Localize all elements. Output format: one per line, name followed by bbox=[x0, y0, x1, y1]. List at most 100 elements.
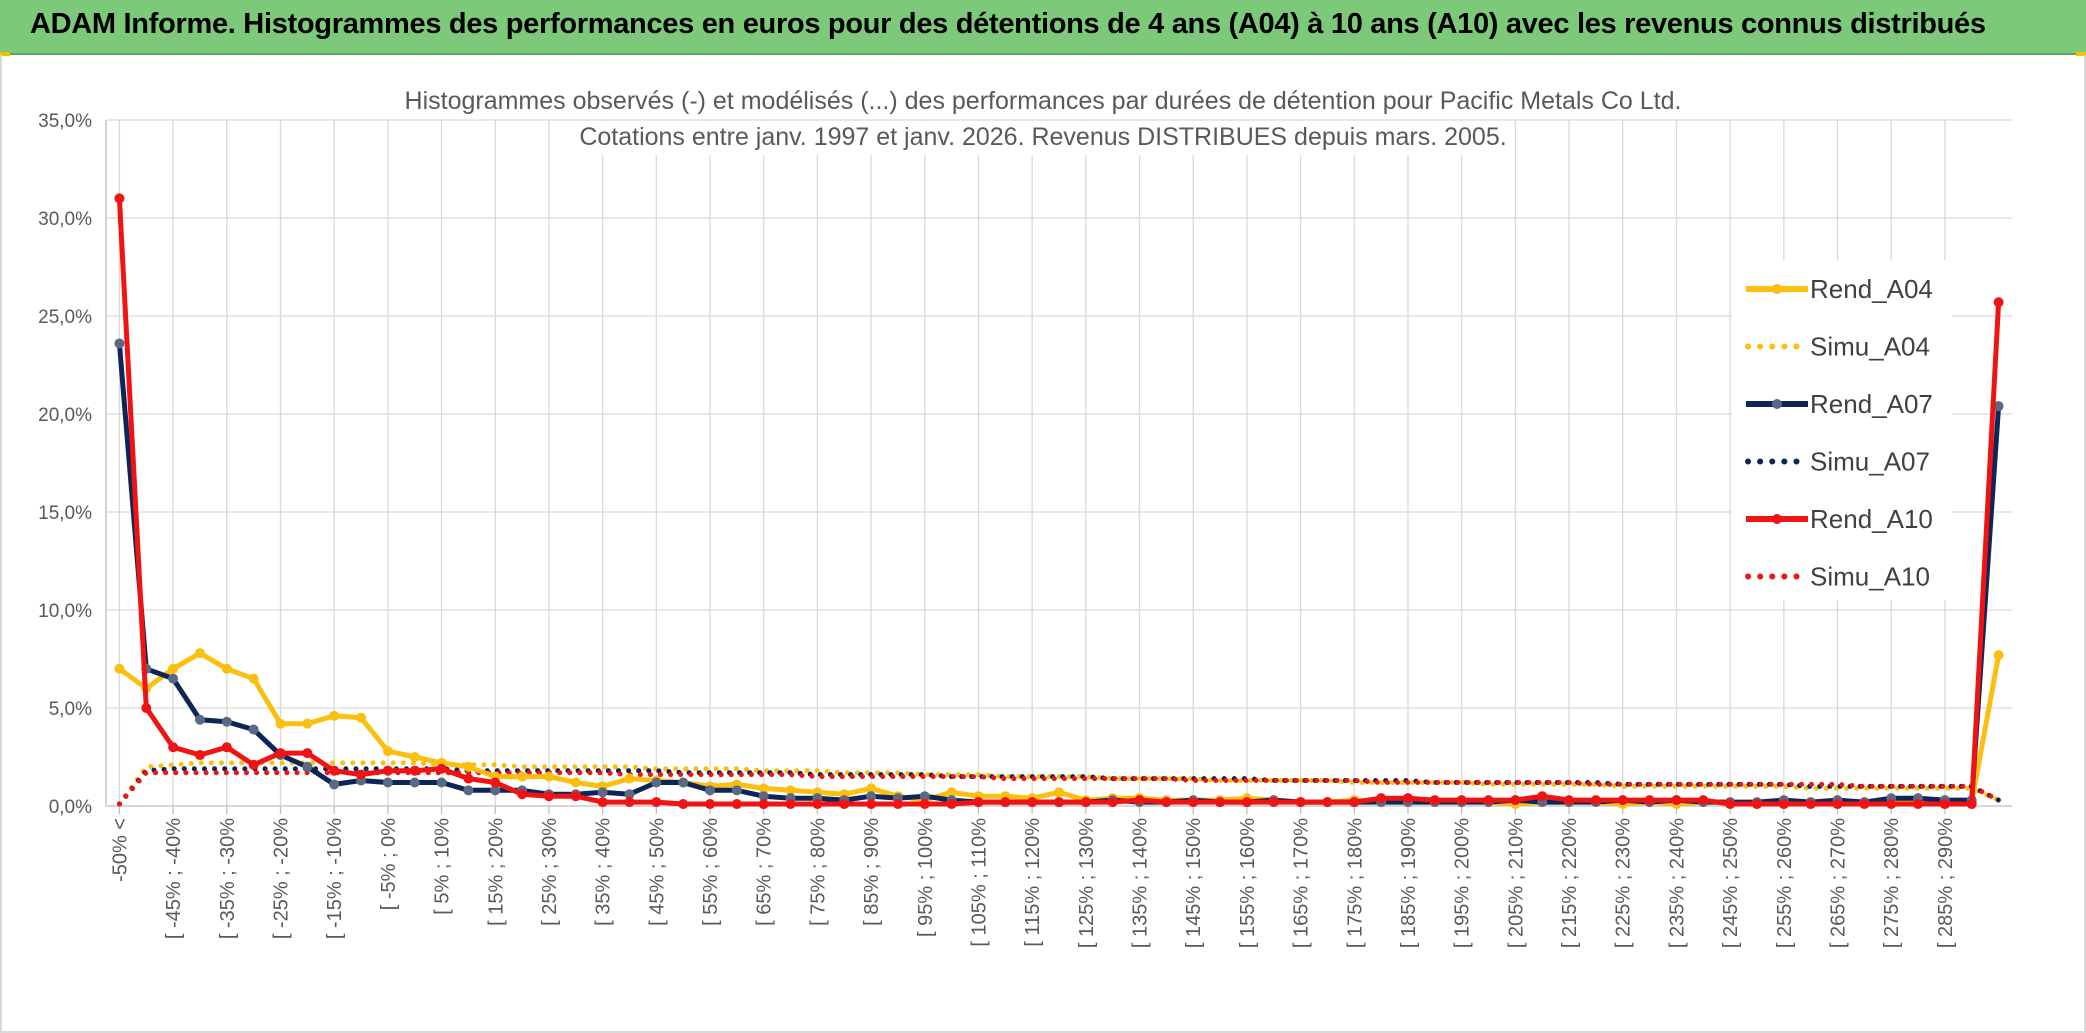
data-point bbox=[1671, 795, 1682, 806]
data-point bbox=[812, 799, 823, 810]
legend-item-rend_a10: Rend_A10 bbox=[1746, 504, 1933, 534]
x-tick-label: [ 85% ; 90% bbox=[861, 818, 883, 926]
x-tick-label: [ 205% ; 210% bbox=[1505, 818, 1527, 948]
data-point bbox=[275, 718, 286, 729]
data-point bbox=[1859, 799, 1870, 810]
data-point bbox=[1966, 799, 1977, 810]
data-point bbox=[517, 771, 528, 782]
data-point bbox=[114, 338, 125, 349]
data-point bbox=[1778, 799, 1789, 810]
data-point bbox=[517, 789, 528, 800]
series-simu_a04 bbox=[116, 760, 2002, 807]
data-point bbox=[168, 663, 179, 674]
data-point bbox=[758, 783, 769, 794]
corner-mark-right bbox=[2076, 52, 2086, 56]
legend-item-rend_a07: Rend_A07 bbox=[1746, 389, 1933, 419]
x-tick-label: [ 245% ; 250% bbox=[1720, 818, 1742, 948]
legend-marker bbox=[1772, 284, 1782, 294]
x-tick-label: [ 195% ; 200% bbox=[1452, 818, 1474, 948]
data-point bbox=[1993, 401, 2004, 412]
data-point bbox=[1134, 795, 1145, 806]
data-point bbox=[570, 791, 581, 802]
data-point bbox=[1590, 795, 1601, 806]
legend-label: Rend_A10 bbox=[1810, 504, 1933, 534]
data-point bbox=[1161, 797, 1172, 808]
data-point bbox=[329, 710, 340, 721]
x-tick-label: [ 145% ; 150% bbox=[1183, 818, 1205, 948]
data-point bbox=[490, 777, 501, 788]
data-point bbox=[1349, 797, 1360, 808]
data-point bbox=[1054, 787, 1064, 798]
legend-label: Simu_A07 bbox=[1810, 447, 1930, 477]
data-point bbox=[490, 785, 501, 796]
data-point bbox=[302, 748, 313, 759]
data-point bbox=[168, 673, 179, 684]
x-tick-label: [ 215% ; 220% bbox=[1559, 818, 1581, 948]
data-point bbox=[1993, 297, 2004, 308]
x-tick-label: [ 135% ; 140% bbox=[1130, 818, 1152, 948]
x-tick-label: [ 45% ; 50% bbox=[646, 818, 668, 926]
data-point bbox=[1107, 797, 1118, 808]
data-point bbox=[1376, 793, 1387, 804]
data-point bbox=[409, 777, 420, 788]
data-point bbox=[866, 799, 877, 810]
legend-label: Rend_A07 bbox=[1810, 389, 1933, 419]
x-tick-label: [ -35% ; -30% bbox=[217, 818, 239, 939]
data-point bbox=[356, 712, 367, 723]
data-point bbox=[597, 787, 608, 798]
legend-marker bbox=[1772, 399, 1782, 409]
data-point bbox=[946, 787, 957, 798]
data-point bbox=[221, 663, 232, 674]
data-point bbox=[1268, 797, 1279, 808]
data-point bbox=[463, 773, 474, 784]
data-point bbox=[1295, 797, 1306, 808]
data-point bbox=[1188, 797, 1199, 808]
data-point bbox=[919, 791, 930, 802]
x-tick-label: [ -25% ; -20% bbox=[270, 818, 292, 939]
data-point bbox=[1913, 799, 1924, 810]
data-point bbox=[248, 724, 259, 735]
data-point bbox=[678, 777, 689, 788]
x-tick-label: [ -45% ; -40% bbox=[163, 818, 185, 939]
data-point bbox=[839, 799, 850, 810]
data-point bbox=[1698, 795, 1709, 806]
x-tick-label: [ 55% ; 60% bbox=[700, 818, 722, 926]
x-tick-label: [ 35% ; 40% bbox=[593, 818, 615, 926]
series-line bbox=[116, 343, 2002, 805]
series-line bbox=[116, 760, 2002, 807]
axes: 0,0% 5,0% 10,0% 15,0% 20,0% 25,0% 30,0% 35,0% -5… bbox=[38, 111, 1957, 948]
data-point bbox=[194, 750, 205, 761]
x-tick-label: [ 155% ; 160% bbox=[1237, 818, 1259, 948]
data-point bbox=[194, 648, 205, 659]
data-point bbox=[1215, 797, 1226, 808]
data-point bbox=[731, 799, 742, 810]
legend-item-rend_a04: Rend_A04 bbox=[1746, 274, 1933, 304]
data-point bbox=[785, 799, 796, 810]
data-point bbox=[436, 763, 447, 774]
data-point bbox=[141, 703, 152, 713]
data-point bbox=[436, 777, 447, 788]
data-point bbox=[785, 785, 796, 796]
data-point bbox=[543, 791, 554, 802]
data-point bbox=[1617, 795, 1628, 806]
chart-title: Histogrammes observés (-) et modélisés (… bbox=[405, 87, 1682, 115]
data-point bbox=[1993, 650, 2004, 661]
data-point bbox=[1322, 797, 1333, 808]
x-tick-label: [ 185% ; 190% bbox=[1398, 818, 1420, 948]
y-tick-label: 30,0% bbox=[38, 209, 92, 230]
line-chart: 0,0% 5,0% 10,0% 15,0% 20,0% 25,0% 30,0% 35,0% -5… bbox=[38, 83, 2012, 948]
x-tick-label: [ 125% ; 130% bbox=[1076, 818, 1098, 948]
legend-label: Rend_A04 bbox=[1810, 274, 1933, 304]
x-tick-label: [ -15% ; -10% bbox=[324, 818, 346, 939]
data-point bbox=[382, 746, 393, 757]
data-point bbox=[248, 759, 259, 770]
x-tick-label: [ 285% ; 290% bbox=[1935, 818, 1957, 948]
legend-marker bbox=[1772, 514, 1782, 524]
data-point bbox=[946, 799, 957, 810]
data-point bbox=[1456, 795, 1467, 806]
series-lines bbox=[114, 193, 2004, 810]
data-point bbox=[194, 714, 205, 725]
series-line bbox=[116, 198, 2002, 807]
data-point bbox=[302, 761, 313, 772]
data-point bbox=[1027, 797, 1038, 808]
